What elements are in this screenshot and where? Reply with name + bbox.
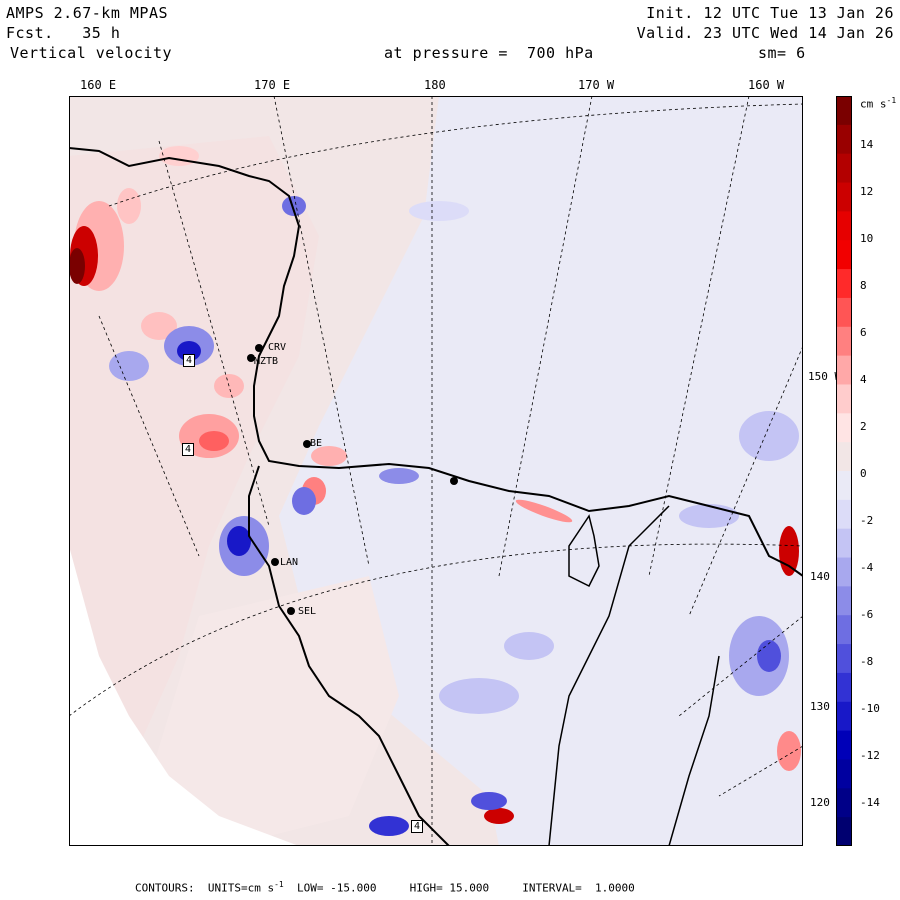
colorbar-swatch xyxy=(836,297,852,328)
colorbar-tick-label: -6 xyxy=(860,608,874,621)
station-dot xyxy=(450,477,458,485)
colorbar-swatch xyxy=(836,499,852,530)
colorbar-swatch xyxy=(836,557,852,587)
pressure-level: at pressure = 700 hPa xyxy=(384,44,594,62)
colorbar-units: cm s-1 xyxy=(860,96,897,111)
colorbar-swatch xyxy=(836,413,852,443)
colorbar-swatch xyxy=(836,730,852,760)
colorbar xyxy=(836,96,852,846)
valid-time: Valid. 23 UTC Wed 14 Jan 26 xyxy=(636,24,894,42)
init-time: Init. 12 UTC Tue 13 Jan 26 xyxy=(646,4,894,22)
colorbar-swatch xyxy=(836,759,852,789)
colorbar-swatch xyxy=(836,615,852,645)
contour-label-box: 4 xyxy=(183,354,196,367)
colorbar-tick-label: -4 xyxy=(860,561,874,574)
colorbar-swatch xyxy=(836,672,852,703)
positive-velocity-areas xyxy=(69,146,801,824)
colorbar-tick-label: 0 xyxy=(860,467,867,480)
lon-label-160w: 160 W xyxy=(748,78,785,92)
colorbar-swatch xyxy=(836,442,852,472)
colorbar-swatch xyxy=(836,211,852,241)
lon-label-130w: 130 W xyxy=(810,700,844,713)
out-of-domain xyxy=(69,546,299,846)
map-frame xyxy=(69,96,803,846)
station-dot xyxy=(247,354,255,362)
colorbar-tick-label: -2 xyxy=(860,514,874,527)
colorbar-swatch xyxy=(836,269,852,299)
station-dot xyxy=(271,558,279,566)
lon-label-120w: 120 W xyxy=(810,796,844,809)
lon-label-180: 180 xyxy=(424,78,446,92)
colorbar-tick-label: -12 xyxy=(860,749,880,762)
colorbar-swatch xyxy=(836,326,852,357)
colorbar-tick-label: 2 xyxy=(860,420,867,433)
colorbar-swatch xyxy=(836,644,852,674)
colorbar-swatch xyxy=(836,384,852,414)
model-title: AMPS 2.67-km MPAS xyxy=(6,4,169,22)
colorbar-tick-label: 8 xyxy=(860,279,867,292)
colorbar-swatch xyxy=(836,153,852,184)
colorbar-swatch xyxy=(836,471,852,501)
field-name: Vertical velocity xyxy=(10,44,173,62)
smoothing: sm= 6 xyxy=(758,44,806,62)
colorbar-tick-label: 4 xyxy=(860,373,867,386)
colorbar-tick-label: -10 xyxy=(860,702,880,715)
contour-label-box: 4 xyxy=(182,443,195,456)
station-mztb: MZTB xyxy=(254,356,279,367)
colorbar-swatch xyxy=(836,124,852,155)
contour-info: CONTOURS: UNITS=cm s-1 LOW= -15.000 HIGH… xyxy=(135,880,635,895)
coastline xyxy=(69,147,803,577)
station-be: BE xyxy=(310,438,323,449)
station-dot xyxy=(287,607,295,615)
colorbar-tick-label: -14 xyxy=(860,796,880,809)
colorbar-swatch xyxy=(836,701,852,732)
lon-label-140w: 140 W xyxy=(810,570,844,583)
colorbar-swatch xyxy=(836,355,852,385)
colorbar-swatch xyxy=(836,96,852,126)
station-dot xyxy=(303,440,311,448)
colorbar-tick-label: 6 xyxy=(860,326,867,339)
lon-label-150w: 150 W xyxy=(808,370,842,383)
colorbar-tick-label: -8 xyxy=(860,655,874,668)
contour-label-box: 4 xyxy=(411,820,424,833)
negative-velocity-areas xyxy=(109,196,799,836)
colorbar-swatch xyxy=(836,528,852,559)
colorbar-swatch xyxy=(836,182,852,212)
vertical-velocity-map xyxy=(69,96,803,846)
colorbar-tick-label: 14 xyxy=(860,138,874,151)
colorbar-swatch xyxy=(836,240,852,270)
forecast-hour: Fcst. 35 h xyxy=(6,24,121,42)
colorbar-swatch xyxy=(836,788,852,818)
lon-label-170e: 170 E xyxy=(254,78,291,92)
lon-label-160e: 160 E xyxy=(80,78,117,92)
station-lan: LAN xyxy=(280,557,299,568)
station-crv: CRV xyxy=(268,342,287,353)
colorbar-swatch xyxy=(836,817,852,846)
colorbar-swatch xyxy=(836,586,852,616)
coastline-south xyxy=(248,465,450,846)
colorbar-tick-label: 12 xyxy=(860,185,874,198)
station-sel: SEL xyxy=(298,606,317,617)
colorbar-tick-label: 10 xyxy=(860,232,874,245)
station-dot xyxy=(255,344,263,352)
lon-label-170w: 170 W xyxy=(578,78,615,92)
